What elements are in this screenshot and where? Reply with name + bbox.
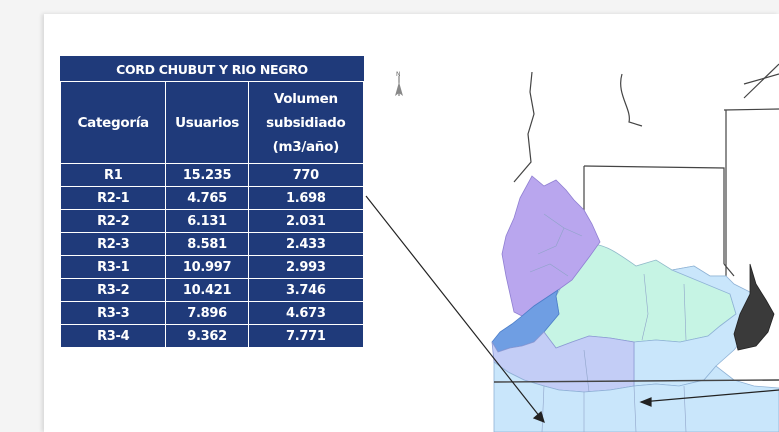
- cell-users: 10.997: [165, 255, 249, 279]
- table-title-row: CORD CHUBUT Y RIO NEGRO: [60, 56, 364, 82]
- table-row: R3-1 10.997 2.993: [59, 255, 365, 279]
- subsidy-table: CORD CHUBUT Y RIO NEGRO Categoría Usuari…: [59, 56, 365, 348]
- region-dark: [733, 263, 775, 351]
- svg-text:N: N: [396, 71, 401, 78]
- cell-category: R1: [59, 163, 167, 187]
- header-volume-line3: (m3/año): [272, 138, 340, 155]
- cell-volume: 2.433: [247, 232, 365, 256]
- cell-category: R3-4: [59, 324, 167, 348]
- slide: CORD CHUBUT Y RIO NEGRO Categoría Usuari…: [44, 14, 779, 432]
- table-row: R2-1 4.765 1.698: [59, 186, 365, 210]
- table-header-row: Categoría Usuarios Volumen subsidiado (m…: [59, 81, 365, 164]
- table-row: R3-4 9.362 7.771: [59, 324, 365, 348]
- header-volume: Volumen subsidiado (m3/año): [247, 81, 365, 164]
- cell-volume: 2.993: [247, 255, 365, 279]
- cell-volume: 1.698: [247, 186, 365, 210]
- cell-volume: 3.746: [247, 278, 365, 302]
- patagonia-map: N: [365, 63, 779, 432]
- north-arrow-icon: N: [395, 71, 403, 96]
- cell-category: R3-3: [59, 301, 167, 325]
- cell-users: 9.362: [165, 324, 249, 348]
- header-category: Categoría: [59, 81, 167, 164]
- cell-volume: 7.771: [247, 324, 365, 348]
- cell-users: 6.131: [165, 209, 249, 233]
- callout-arrows: [365, 195, 779, 424]
- region-lightblue-south: [493, 361, 779, 432]
- cell-category: R3-2: [59, 278, 167, 302]
- header-volume-line1: Volumen: [273, 90, 338, 107]
- department-lines: [529, 213, 687, 432]
- table-title: CORD CHUBUT Y RIO NEGRO: [60, 56, 364, 82]
- table-row: R1 15.235 770: [59, 163, 365, 187]
- cell-users: 8.581: [165, 232, 249, 256]
- header-volume-line2: subsidiado: [266, 114, 346, 131]
- province-border-line: [493, 379, 779, 383]
- table-row: R2-3 8.581 2.433: [59, 232, 365, 256]
- cell-category: R2-2: [59, 209, 167, 233]
- table-row: R3-2 10.421 3.746: [59, 278, 365, 302]
- cell-volume: 770: [247, 163, 365, 187]
